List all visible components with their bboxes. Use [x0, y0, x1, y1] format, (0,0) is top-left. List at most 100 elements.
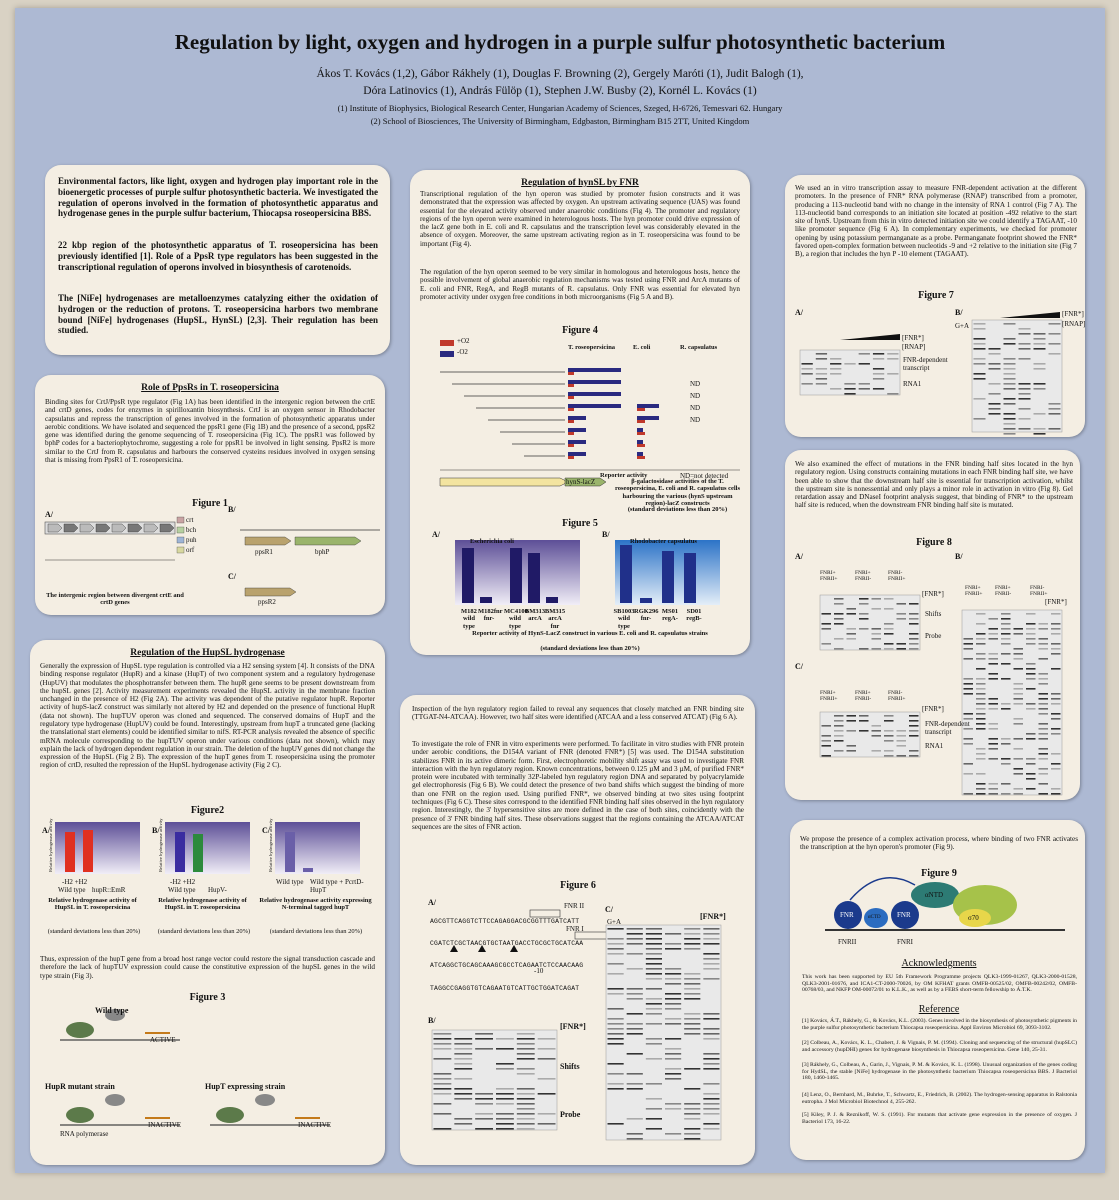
- gel-band: [973, 343, 986, 345]
- gel-band: [1051, 698, 1061, 700]
- gel-band: [496, 1063, 514, 1065]
- gel-band: [1038, 678, 1048, 680]
- gel-band: [1001, 793, 1011, 795]
- figure-label: Relative hydrogenase activity: [158, 818, 163, 872]
- gel-band: [834, 648, 844, 650]
- gel-band: [1038, 623, 1048, 625]
- gel-band: [976, 788, 986, 790]
- gel-band: [988, 408, 1001, 410]
- gel-band: [801, 368, 813, 370]
- gel-band: [976, 758, 986, 760]
- figure-label: hynS-lacZ: [566, 478, 596, 486]
- gel-band: [988, 723, 998, 725]
- gel-band: [454, 1063, 473, 1065]
- gel-band: [896, 603, 906, 605]
- gel-band: [454, 1118, 473, 1120]
- gel-band: [703, 1123, 720, 1125]
- figure-label: INACTIVE: [298, 1121, 332, 1129]
- gel-band: [665, 973, 682, 975]
- figure-caption: BM313 arcA: [524, 608, 546, 623]
- gel-band: [896, 730, 906, 732]
- gel-band: [475, 1103, 493, 1105]
- gel-band: [475, 1128, 493, 1130]
- bar-shape: [568, 372, 574, 375]
- figure-label: INACTIVE: [148, 1121, 182, 1129]
- gel-band: [1001, 613, 1011, 615]
- gel-band: [909, 638, 919, 640]
- gel-band: [872, 378, 885, 380]
- gel-band: [844, 393, 856, 395]
- gel-band: [1003, 433, 1016, 435]
- panel-label: [FNR*]: [560, 1022, 586, 1031]
- gel-band: [801, 383, 813, 385]
- gel-band: [884, 643, 894, 645]
- dna-sequence: AGCGTTCAGGTCTTCCAGAGGACGCGGTTTGATCATT: [430, 918, 580, 925]
- bar-shape: [684, 553, 696, 603]
- gel-band: [703, 1038, 720, 1040]
- gel-band: [665, 978, 682, 980]
- gel-band: [607, 953, 624, 955]
- figure-title: Figure 9: [921, 868, 957, 879]
- gel-band: [703, 958, 720, 960]
- gel-band: [626, 1033, 643, 1035]
- gel-band: [645, 988, 662, 990]
- gel-band: [973, 373, 986, 375]
- gel-band: [909, 633, 919, 635]
- gel-band: [684, 983, 701, 985]
- gel-band: [607, 938, 624, 940]
- gel: [431, 1029, 558, 1131]
- gel-band: [433, 1103, 452, 1105]
- gel-band: [1013, 703, 1023, 705]
- dna-sequence: ATCAGGCTGCAGCAAAGCGCCTCAGAATCTCCAACAAG: [430, 962, 584, 969]
- sigma: [959, 909, 991, 927]
- figure-caption: BM315 arcA fnr: [544, 608, 566, 630]
- gel-band: [645, 1128, 662, 1130]
- gel-band: [1051, 633, 1061, 635]
- gel-band: [703, 933, 720, 935]
- figure-label: HupV-: [208, 886, 227, 894]
- gel-band: [887, 358, 899, 360]
- gel-band: [834, 740, 844, 742]
- gel-band: [496, 1118, 514, 1120]
- figure-caption: Rhodobacter capsulatus: [630, 538, 697, 545]
- gene-arrow: [127, 523, 143, 533]
- gel-band: [909, 750, 919, 752]
- gel-band: [607, 1018, 624, 1020]
- gene-arrow: [95, 523, 111, 533]
- gel-band: [859, 618, 869, 620]
- gel-band: [684, 1133, 701, 1135]
- gel-band: [963, 638, 973, 640]
- panel-label: C/: [262, 826, 270, 835]
- gel-band: [433, 1113, 452, 1115]
- gel-band: [684, 973, 701, 975]
- gel-band: [516, 1068, 535, 1070]
- gel-band: [988, 413, 1001, 415]
- gel-band: [665, 1053, 682, 1055]
- bar-shape: [568, 380, 621, 384]
- gene-arrow: [143, 523, 159, 533]
- protein: [216, 1107, 244, 1123]
- gel-band: [815, 368, 828, 370]
- gel-band: [976, 698, 986, 700]
- hupsl-box: [30, 640, 385, 1165]
- gel-band: [871, 628, 881, 630]
- gel-band: [830, 368, 842, 370]
- panel-label: B/: [428, 1016, 436, 1025]
- gel-band: [684, 1013, 701, 1015]
- gel-band: [626, 1053, 643, 1055]
- gel-band: [537, 1058, 556, 1060]
- gene-arrow: [47, 523, 63, 533]
- gel-band: [834, 638, 844, 640]
- gel-band: [1038, 693, 1048, 695]
- gel-band: [537, 1113, 556, 1115]
- panel-label: A/: [795, 552, 803, 561]
- gel-band: [1048, 353, 1061, 355]
- gel-band: [1026, 778, 1036, 780]
- gel-band: [607, 1123, 624, 1125]
- gel-band: [976, 683, 986, 685]
- figure-label: orf: [186, 546, 195, 554]
- bar-shape: [568, 408, 574, 411]
- gel-band: [1026, 678, 1036, 680]
- gel-band: [976, 773, 986, 775]
- figure-label: ppsR2: [258, 598, 276, 606]
